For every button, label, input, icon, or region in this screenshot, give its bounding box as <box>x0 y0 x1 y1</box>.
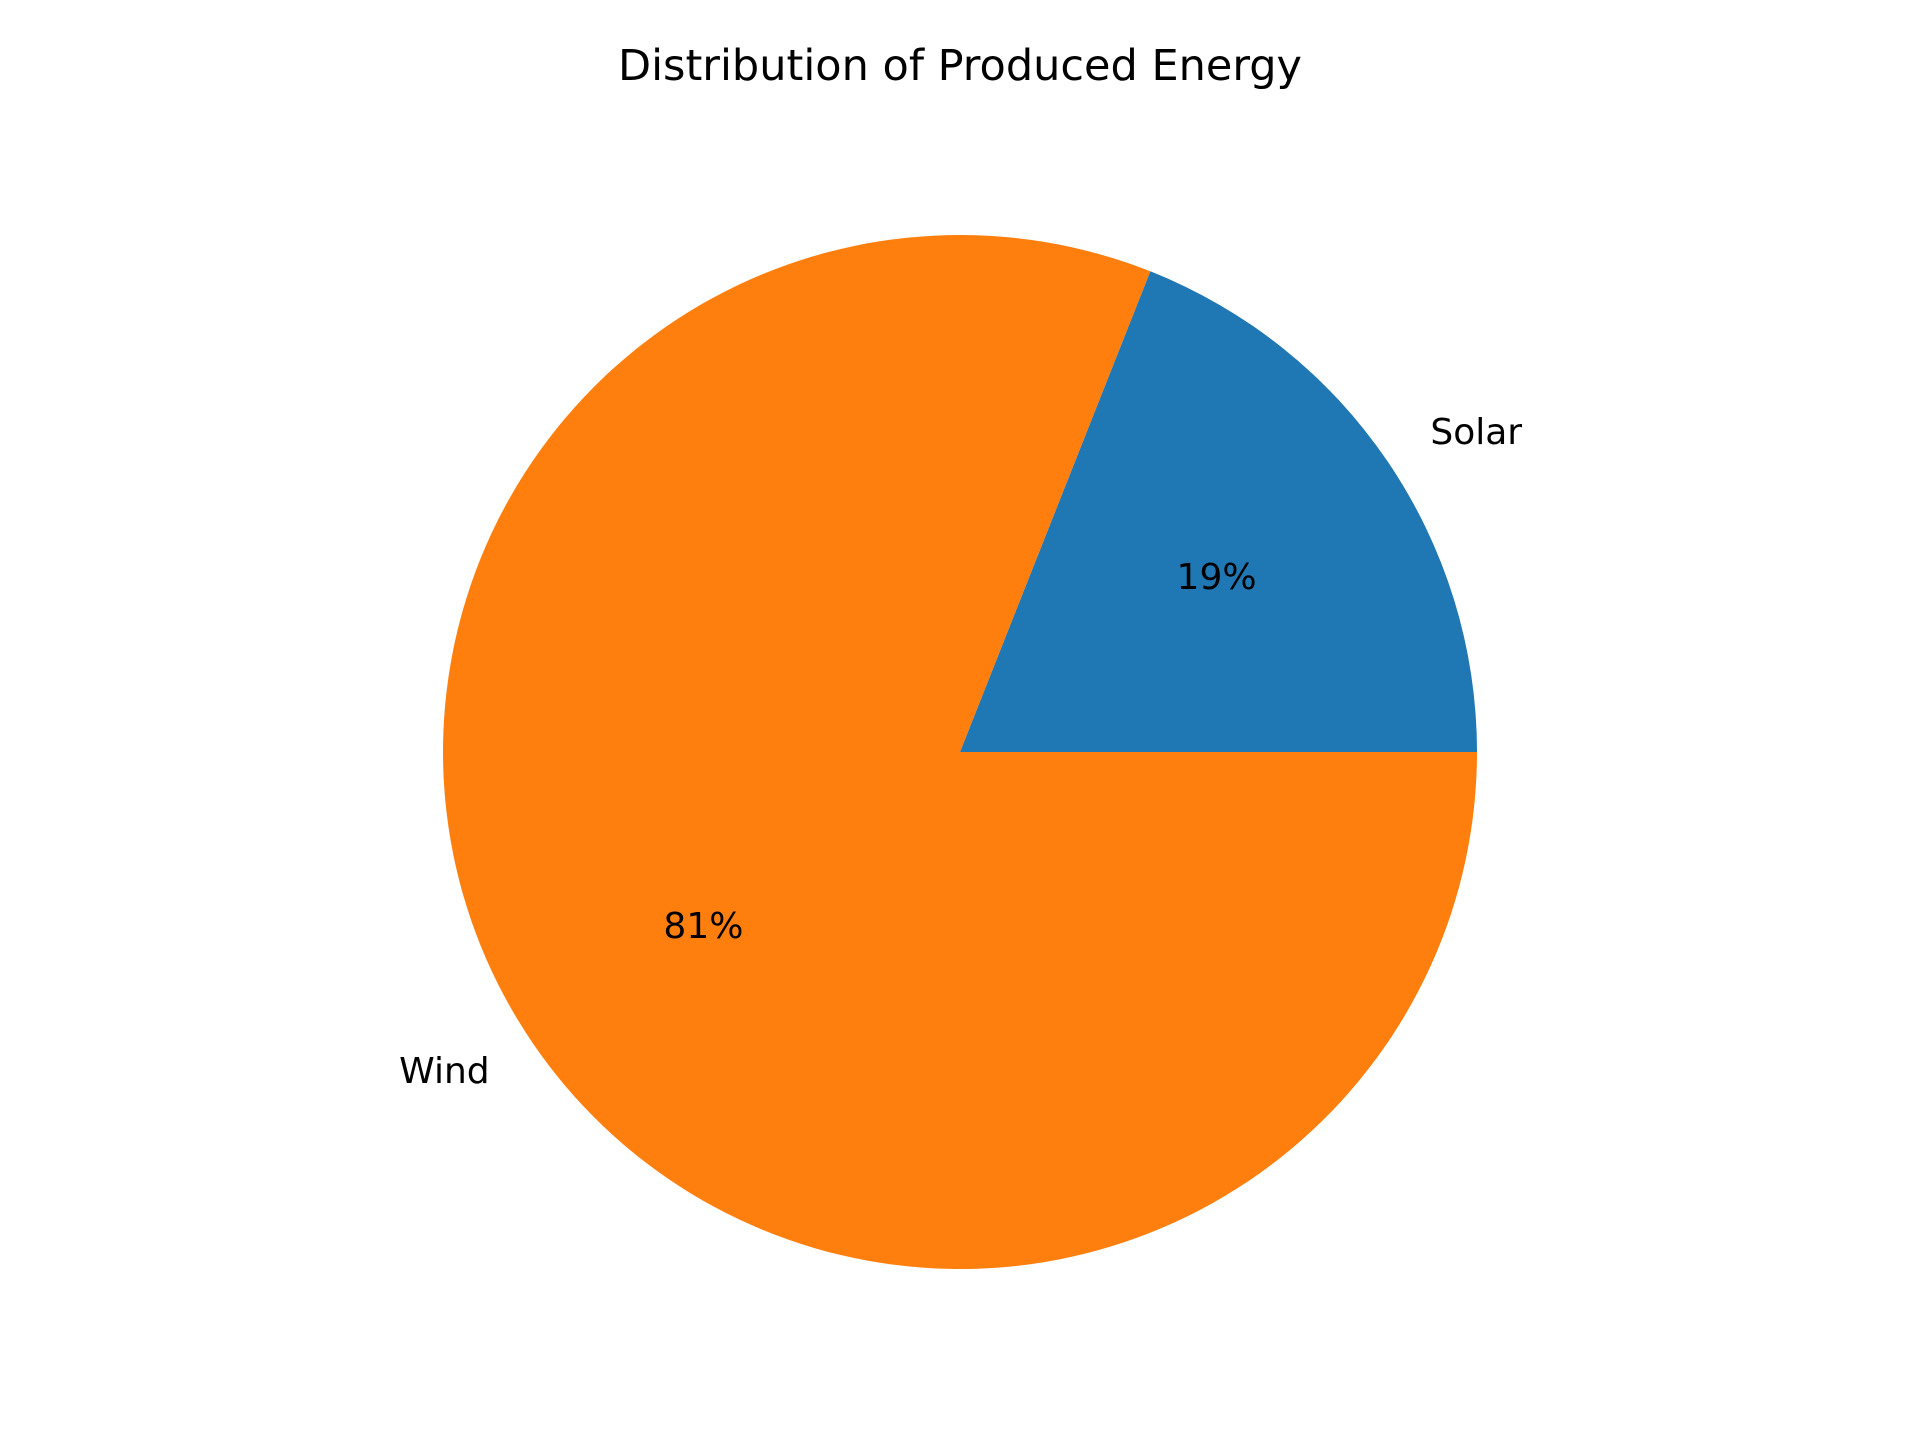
slice-percent-wind: 81% <box>663 906 743 947</box>
slice-percent-solar: 19% <box>1177 557 1257 598</box>
chart-title: Distribution of Produced Energy <box>618 41 1302 91</box>
pie-slice-solar <box>960 271 1477 752</box>
pie-labels: Solar 19% Wind 81% <box>399 412 1522 1092</box>
slice-label-solar: Solar <box>1430 412 1522 453</box>
slice-label-wind: Wind <box>399 1051 489 1092</box>
pie-slices <box>442 234 1477 1269</box>
pie-slice-wind <box>442 234 1477 1269</box>
